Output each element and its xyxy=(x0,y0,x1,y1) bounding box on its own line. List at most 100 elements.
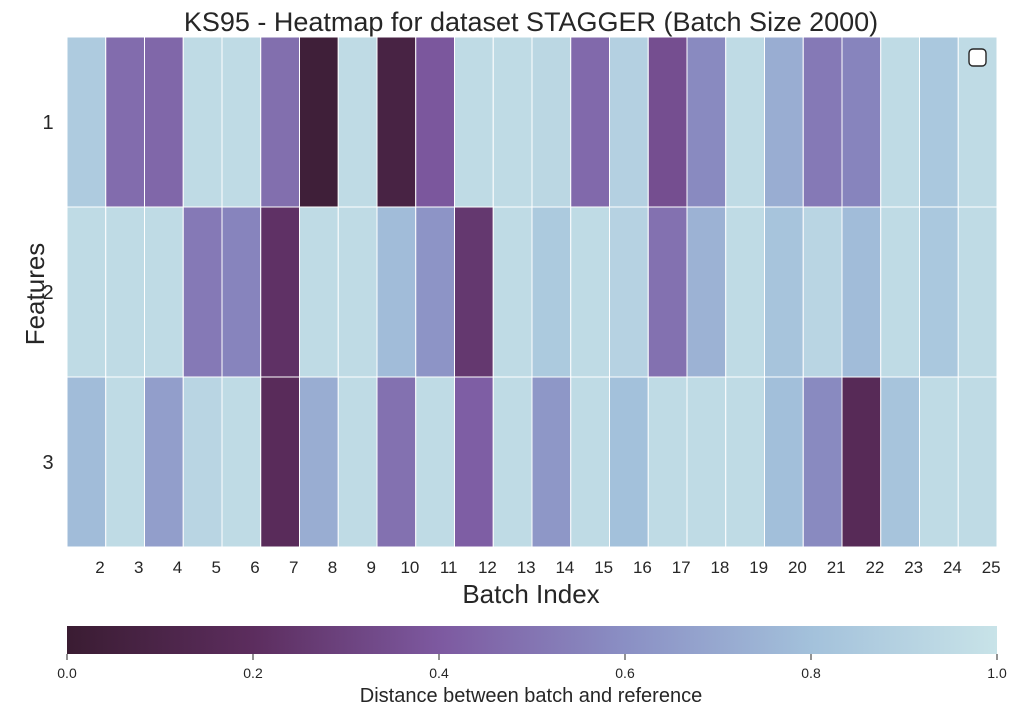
heatmap-cell xyxy=(299,36,339,208)
heatmap-cell xyxy=(182,206,223,378)
heatmap-cell xyxy=(492,36,533,208)
heatmap-cell xyxy=(105,36,145,208)
heatmap-cell xyxy=(647,206,688,378)
heatmap-cell xyxy=(919,376,959,548)
heatmap-cell xyxy=(376,36,417,208)
heatmap-cell xyxy=(919,36,959,208)
colorbar-tick-label: 0.2 xyxy=(243,665,263,681)
x-axis-label: Batch Index xyxy=(462,579,599,609)
heatmap-cell xyxy=(957,376,998,548)
x-tick-label: 2 xyxy=(95,558,104,577)
x-tick-label: 3 xyxy=(134,558,143,577)
heatmap-cell xyxy=(764,376,804,548)
y-axis-label: Features xyxy=(20,243,50,346)
heatmap-cell xyxy=(880,206,920,378)
heatmap-cells xyxy=(66,36,998,548)
x-tick-label: 5 xyxy=(211,558,220,577)
heatmap-cell xyxy=(66,376,107,548)
y-tick-label: 3 xyxy=(42,452,53,474)
x-tick-label: 22 xyxy=(865,558,884,577)
heatmap-cell xyxy=(221,36,262,208)
heatmap-cell xyxy=(144,36,184,208)
colorbar-tick-label: 0.4 xyxy=(429,665,449,681)
x-tick-label: 17 xyxy=(672,558,691,577)
heatmap-cell xyxy=(764,36,804,208)
heatmap-cell xyxy=(647,376,688,548)
heatmap-cell xyxy=(299,206,339,378)
colorbar-tick-label: 0.6 xyxy=(615,665,635,681)
legend-box xyxy=(968,48,987,67)
heatmap-cell xyxy=(144,376,184,548)
x-tick-label: 8 xyxy=(328,558,337,577)
colorbar-tick-label: 0.0 xyxy=(57,665,77,681)
heatmap-cell xyxy=(299,376,339,548)
heatmap-cell xyxy=(686,206,727,378)
x-tick-label: 23 xyxy=(904,558,923,577)
heatmap-cell xyxy=(415,36,455,208)
heatmap-cell xyxy=(725,206,765,378)
x-tick-label: 14 xyxy=(555,558,574,577)
x-tick-label: 15 xyxy=(594,558,613,577)
heatmap-cell xyxy=(415,206,455,378)
heatmap-cell xyxy=(221,376,262,548)
x-tick-label: 9 xyxy=(366,558,375,577)
heatmap-cell xyxy=(841,36,882,208)
heatmap-cell xyxy=(647,36,688,208)
heatmap-cell xyxy=(764,206,804,378)
x-tick-label: 6 xyxy=(250,558,259,577)
heatmap-cell xyxy=(609,36,649,208)
heatmap-cell xyxy=(221,206,262,378)
heatmap-cell xyxy=(919,206,959,378)
x-tick-label: 18 xyxy=(710,558,729,577)
heatmap-cell xyxy=(105,206,145,378)
heatmap-cell xyxy=(570,36,610,208)
heatmap-cell xyxy=(725,36,765,208)
heatmap-cell xyxy=(144,206,184,378)
heatmap-cell xyxy=(182,376,223,548)
x-tick-label: 4 xyxy=(173,558,182,577)
heatmap-cell xyxy=(492,376,533,548)
heatmap-cell xyxy=(570,206,610,378)
heatmap-cell xyxy=(880,376,920,548)
heatmap-cell xyxy=(531,206,572,378)
heatmap-cell xyxy=(260,36,300,208)
heatmap-cell xyxy=(802,376,843,548)
heatmap-cell xyxy=(182,36,223,208)
heatmap-cell xyxy=(957,206,998,378)
heatmap-cell xyxy=(725,376,765,548)
x-tick-label: 16 xyxy=(633,558,652,577)
colorbar-label: Distance between batch and reference xyxy=(360,685,702,707)
heatmap-cell xyxy=(686,376,727,548)
heatmap-cell xyxy=(260,206,300,378)
heatmap-cell xyxy=(531,36,572,208)
colorbar xyxy=(67,626,997,654)
heatmap-cell xyxy=(260,376,300,548)
heatmap-cell xyxy=(415,376,455,548)
heatmap-cell xyxy=(841,206,882,378)
colorbar-tick-label: 0.8 xyxy=(801,665,821,681)
heatmap-cell xyxy=(105,376,145,548)
chart-title: KS95 - Heatmap for dataset STAGGER (Batc… xyxy=(184,7,878,37)
y-tick-label: 1 xyxy=(42,112,53,134)
heatmap-cell xyxy=(337,376,378,548)
heatmap-cell xyxy=(454,36,494,208)
y-tick-labels: 1 2 3 xyxy=(42,112,53,474)
x-tick-label: 21 xyxy=(827,558,846,577)
heatmap-cell xyxy=(337,36,378,208)
heatmap-cell xyxy=(376,206,417,378)
heatmap-cell xyxy=(880,36,920,208)
heatmap-cell xyxy=(492,206,533,378)
heatmap-cell xyxy=(609,206,649,378)
heatmap-cell xyxy=(570,376,610,548)
heatmap-cell xyxy=(454,206,494,378)
x-tick-label: 19 xyxy=(749,558,768,577)
heatmap-cell xyxy=(66,206,107,378)
heatmap-cell xyxy=(337,206,378,378)
heatmap-cell xyxy=(531,376,572,548)
x-tick-label: 24 xyxy=(943,558,962,577)
heatmap-cell xyxy=(454,376,494,548)
x-tick-label: 25 xyxy=(982,558,1001,577)
colorbar-tick-label: 1.0 xyxy=(987,665,1007,681)
x-tick-label: 20 xyxy=(788,558,807,577)
x-tick-label: 7 xyxy=(289,558,298,577)
